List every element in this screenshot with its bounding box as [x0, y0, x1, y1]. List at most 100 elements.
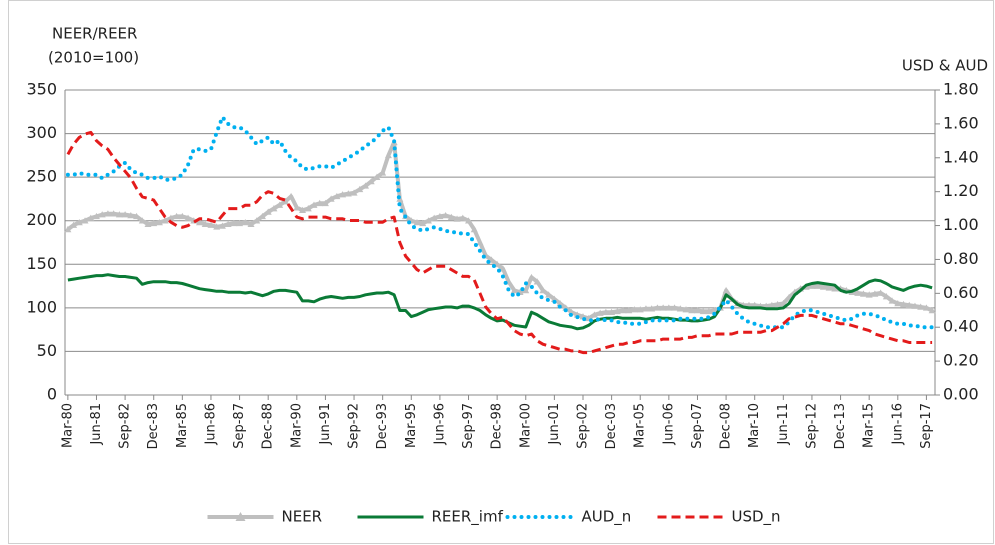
point-marker — [602, 308, 610, 316]
point-marker — [888, 297, 896, 304]
series-line — [67, 273, 933, 331]
point-marker — [138, 217, 146, 224]
point-marker — [287, 192, 295, 200]
legend-label: AUD_n — [582, 508, 632, 527]
point-marker — [258, 212, 266, 220]
point-marker — [653, 304, 661, 311]
point-marker — [545, 291, 553, 298]
point-marker — [631, 306, 639, 313]
x-tick-label: Jun-11 — [776, 403, 791, 446]
y-tick-label: 100 — [26, 297, 57, 316]
point-marker — [241, 218, 249, 226]
point-marker — [224, 220, 232, 227]
x-tick-label: Jun-16 — [890, 403, 905, 446]
point-marker — [436, 212, 444, 220]
point-marker — [64, 225, 72, 233]
point-marker — [384, 151, 392, 159]
y2-tick-label: 1.00 — [943, 215, 979, 234]
point-marker — [882, 293, 890, 300]
point-marker — [693, 306, 701, 314]
point-marker — [373, 173, 381, 180]
point-marker — [682, 306, 690, 313]
point-marker — [928, 306, 936, 314]
x-tick-label: Mar-85 — [175, 403, 190, 448]
point-marker — [144, 220, 152, 227]
point-marker — [676, 305, 684, 312]
point-marker — [207, 221, 215, 228]
y2-tick-label: 1.40 — [943, 147, 979, 166]
point-marker — [556, 300, 564, 307]
point-marker — [453, 215, 461, 222]
point-marker — [636, 306, 644, 313]
x-tick-label: Sep-87 — [232, 403, 247, 449]
point-marker — [121, 211, 129, 218]
point-marker — [659, 304, 667, 311]
point-marker — [110, 210, 118, 217]
point-marker — [894, 300, 902, 307]
y2-tick-label: 1.20 — [943, 181, 979, 200]
point-marker — [87, 214, 95, 221]
y2-tick-label: 1.80 — [943, 80, 979, 99]
point-marker — [333, 192, 341, 200]
y2-tick-label: 0.40 — [943, 317, 979, 336]
point-marker — [613, 307, 621, 315]
legend-label: REER_imf — [432, 508, 504, 527]
series-line — [66, 140, 933, 321]
series-line — [66, 130, 933, 355]
point-marker — [722, 286, 730, 294]
point-marker — [447, 213, 455, 221]
x-tick-label: Mar-80 — [60, 403, 75, 448]
point-marker — [321, 199, 329, 207]
y2-tick-label: 0.00 — [943, 385, 979, 404]
point-marker — [316, 199, 324, 207]
point-marker — [774, 300, 782, 308]
point-marker — [510, 286, 518, 294]
x-tick-label: Jun-01 — [547, 403, 562, 446]
chart-border — [8, 0, 994, 544]
point-marker — [419, 219, 427, 227]
point-marker — [253, 217, 261, 224]
x-tick-label: Sep-07 — [690, 403, 705, 449]
x-tick-label: Jun-06 — [661, 403, 676, 446]
point-marker — [905, 301, 913, 309]
point-marker — [236, 219, 244, 227]
point-marker — [201, 220, 209, 227]
y-tick-label: 0 — [47, 385, 57, 404]
point-marker — [705, 307, 713, 315]
point-marker — [424, 217, 432, 224]
y-axis-title: (2010=100) — [48, 49, 139, 67]
point-marker — [865, 291, 873, 298]
y2-tick-label: 1.60 — [943, 113, 979, 132]
x-tick-label: Mar-95 — [404, 403, 419, 448]
series-line — [65, 115, 935, 330]
y2-tick-label: 0.20 — [943, 351, 979, 370]
point-marker — [92, 212, 100, 220]
point-marker — [167, 214, 175, 221]
point-marker — [550, 295, 558, 302]
point-marker — [499, 265, 507, 272]
point-marker — [590, 311, 598, 318]
point-marker — [196, 218, 204, 226]
x-tick-label: Sep-02 — [575, 403, 590, 449]
point-marker — [304, 205, 312, 212]
y-tick-label: 250 — [26, 167, 57, 186]
point-marker — [104, 210, 112, 217]
point-marker — [379, 169, 387, 176]
point-marker — [699, 307, 707, 315]
point-marker — [814, 282, 822, 289]
point-marker — [264, 208, 272, 215]
point-marker — [361, 182, 369, 189]
point-marker — [476, 239, 484, 246]
point-marker — [854, 289, 862, 296]
point-marker — [688, 306, 696, 314]
point-marker — [281, 198, 289, 205]
y-tick-label: 300 — [26, 123, 57, 142]
point-marker — [625, 306, 633, 314]
point-marker — [900, 300, 908, 308]
point-marker — [430, 214, 438, 221]
x-tick-label: Jun-91 — [318, 403, 333, 446]
x-tick-label: Mar-90 — [289, 403, 304, 448]
x-tick-label: Mar-10 — [747, 403, 762, 448]
point-marker — [293, 204, 301, 211]
